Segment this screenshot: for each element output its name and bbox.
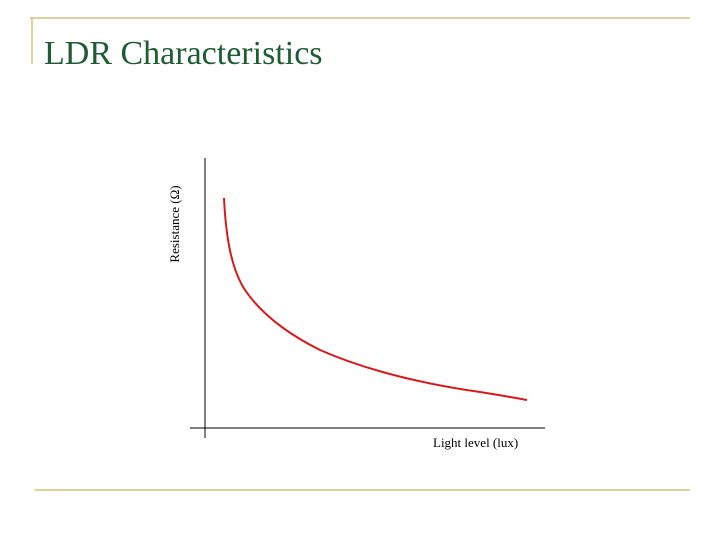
- slide-title: LDR Characteristics: [44, 35, 323, 72]
- graph: Resistance (Ω) Light level (lux): [167, 158, 545, 450]
- x-axis-label: Light level (lux): [433, 435, 518, 450]
- ldr-curve: [223, 197, 528, 401]
- y-axis-label: Resistance (Ω): [167, 185, 182, 262]
